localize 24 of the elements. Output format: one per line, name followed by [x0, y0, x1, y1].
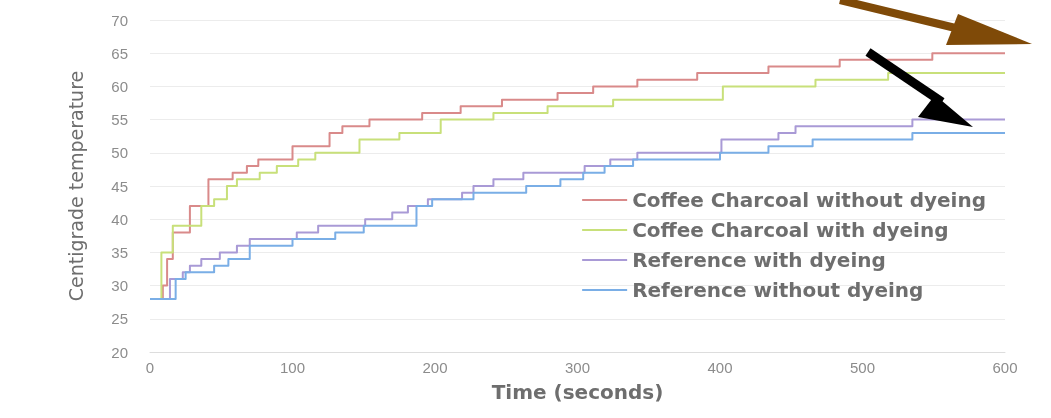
x-tick-label: 400 — [707, 359, 733, 376]
x-axis-title: Time (seconds) — [491, 380, 664, 404]
y-tick-label: 50 — [111, 144, 128, 162]
legend-label: Reference without dyeing — [632, 278, 924, 302]
x-tick-label: 500 — [849, 359, 876, 376]
x-tick-label: 600 — [992, 359, 1018, 376]
x-tick-label: 0 — [145, 359, 155, 376]
y-tick-label: 35 — [111, 243, 128, 261]
y-tick-label: 30 — [111, 277, 128, 295]
y-axis-title: Centigrade temperature — [64, 70, 87, 302]
y-tick-label: 45 — [111, 177, 128, 195]
y-tick-label: 40 — [111, 210, 128, 228]
y-tick-label: 70 — [111, 11, 128, 29]
x-tick-label: 300 — [564, 359, 591, 376]
y-tick-label: 60 — [111, 77, 128, 95]
y-tick-label: 55 — [111, 111, 128, 129]
y-tick-label: 65 — [111, 44, 128, 62]
legend-label: Coffee Charcoal with dyeing — [632, 218, 949, 242]
y-tick-label: 20 — [111, 343, 128, 361]
legend-label: Coffee Charcoal without dyeing — [632, 188, 986, 212]
y-tick-label: 25 — [111, 310, 128, 328]
x-tick-label: 200 — [422, 359, 448, 376]
legend-label: Reference with dyeing — [632, 248, 886, 272]
x-tick-label: 100 — [279, 359, 306, 376]
